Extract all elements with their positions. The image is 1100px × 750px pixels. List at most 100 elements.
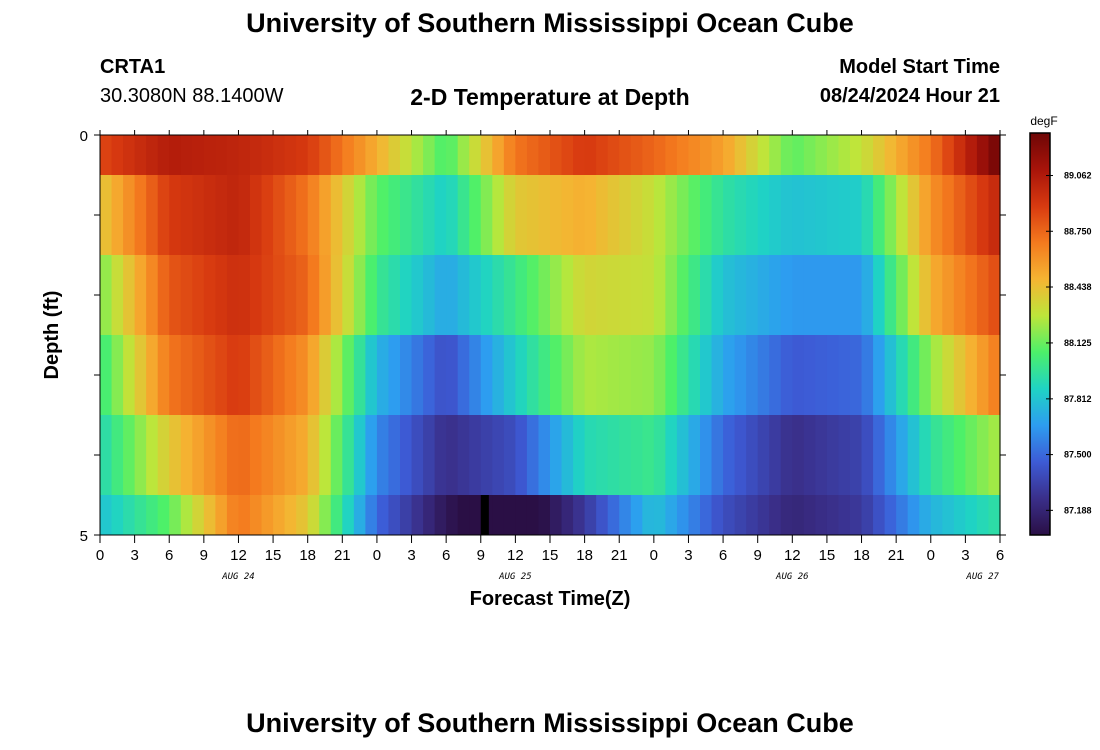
heatmap-cell <box>273 415 286 495</box>
heatmap-cell <box>400 135 413 175</box>
heatmap-cell <box>919 415 932 495</box>
heatmap-cell <box>746 135 759 175</box>
heatmap-cell <box>988 495 1001 535</box>
heatmap-cell <box>607 495 620 535</box>
heatmap-cell <box>884 415 897 495</box>
model-start-label: Model Start Time <box>839 56 1000 78</box>
heatmap-cell <box>457 415 470 495</box>
heatmap-cell <box>157 175 170 255</box>
heatmap-cell <box>192 255 205 335</box>
heatmap-cell <box>723 335 736 415</box>
heatmap-cell <box>988 335 1001 415</box>
heatmap-cell <box>953 335 966 415</box>
heatmap-cell <box>619 335 632 415</box>
heatmap-cell <box>330 415 343 495</box>
heatmap-cell <box>550 415 563 495</box>
station-coords: 30.3080N 88.1400W <box>100 85 284 107</box>
heatmap-cell <box>365 415 378 495</box>
heatmap-cell <box>446 255 459 335</box>
x-tick-label: 18 <box>853 547 870 564</box>
heatmap-cell <box>203 135 216 175</box>
heatmap-cell <box>815 415 828 495</box>
heatmap-cell <box>896 175 909 255</box>
heatmap-cell <box>388 175 401 255</box>
heatmap-cell <box>723 255 736 335</box>
heatmap-cell <box>538 175 551 255</box>
heatmap-cell <box>307 175 320 255</box>
heatmap-cell <box>284 175 297 255</box>
heatmap-cell <box>261 255 274 335</box>
heatmap-cell <box>503 495 516 535</box>
heatmap-cell <box>296 255 309 335</box>
heatmap-cell <box>907 415 920 495</box>
heatmap-cell <box>803 495 816 535</box>
heatmap-cell <box>446 495 459 535</box>
heatmap-cell <box>873 495 886 535</box>
heatmap-cell <box>573 415 586 495</box>
colorbar-tick-label: 87.188 <box>1064 505 1092 515</box>
heatmap-cell <box>780 335 793 415</box>
heatmap-cell <box>596 415 609 495</box>
heatmap-cell <box>180 255 193 335</box>
heatmap-cell <box>919 335 932 415</box>
heatmap-cell <box>803 175 816 255</box>
heatmap-cell <box>319 175 332 255</box>
heatmap-cell <box>896 135 909 175</box>
heatmap-cell <box>457 135 470 175</box>
heatmap-cell <box>526 415 540 495</box>
heatmap-cell <box>146 255 159 335</box>
heatmap-cell <box>596 175 609 255</box>
heatmap-cell <box>376 495 390 535</box>
heatmap-cell <box>469 175 482 255</box>
heatmap-cell <box>630 135 643 175</box>
heatmap-cell <box>192 335 205 415</box>
heatmap-cell <box>342 255 355 335</box>
heatmap-cell <box>400 175 413 255</box>
heatmap-cell <box>953 495 966 535</box>
heatmap-cell <box>734 135 747 175</box>
heatmap-cell <box>492 335 505 415</box>
heatmap-cell <box>746 175 759 255</box>
heatmap-cell <box>642 135 655 175</box>
heatmap-cell <box>446 175 459 255</box>
heatmap-cell <box>388 335 401 415</box>
heatmap-cell <box>434 335 447 415</box>
heatmap-cell <box>538 335 551 415</box>
heatmap-cell <box>676 335 690 415</box>
x-tick-label: 9 <box>200 547 208 564</box>
x-tick-label: 15 <box>265 547 282 564</box>
heatmap-cell <box>307 255 320 335</box>
heatmap-cell <box>630 415 643 495</box>
heatmap-cell <box>676 135 690 175</box>
heatmap-cell <box>284 255 297 335</box>
heatmap-cell <box>826 495 840 535</box>
heatmap-cell <box>319 415 332 495</box>
heatmap-cell <box>526 495 540 535</box>
heatmap-cell <box>584 335 597 415</box>
heatmap-cell <box>480 135 493 175</box>
heatmap-cell <box>976 495 990 535</box>
heatmap-cell <box>261 495 274 535</box>
x-axis-title: Forecast Time(Z) <box>470 588 631 610</box>
footer-title: University of Southern Mississippi Ocean… <box>246 708 854 738</box>
heatmap-cell <box>965 335 978 415</box>
heatmap-cell <box>919 135 932 175</box>
heatmap-cell <box>584 255 597 335</box>
heatmap-cell <box>353 495 366 535</box>
heatmap-cell <box>203 495 216 535</box>
heatmap-cell <box>573 335 586 415</box>
heatmap-cell <box>515 495 528 535</box>
heatmap-cell <box>353 175 366 255</box>
heatmap-cell <box>838 135 851 175</box>
heatmap-cell <box>423 415 436 495</box>
y-tick-label: 5 <box>80 528 88 545</box>
heatmap-cell <box>446 135 459 175</box>
heatmap-cell <box>815 175 828 255</box>
x-date-label: AUG 27 <box>965 572 999 582</box>
heatmap-cell <box>273 335 286 415</box>
heatmap-cell <box>157 415 170 495</box>
heatmap-cell <box>907 175 920 255</box>
heatmap-cell <box>411 415 424 495</box>
main-title: University of Southern Mississippi Ocean… <box>246 8 854 38</box>
heatmap-cell <box>850 255 863 335</box>
